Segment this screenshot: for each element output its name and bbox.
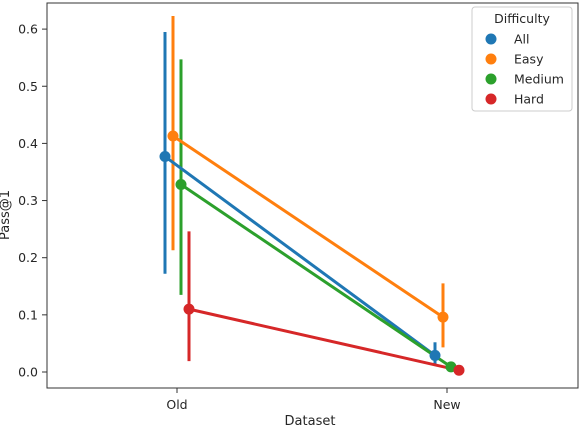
x-axis-label: Dataset [285,414,336,428]
legend-box [471,6,573,112]
legend-label-all: All [514,32,530,47]
data-point-all [429,349,441,361]
legend-title: Difficulty [494,11,550,26]
data-point-easy [167,130,179,142]
legend-label-hard: Hard [514,92,544,107]
series-lines [164,134,460,372]
data-point-hard [183,303,195,315]
data-point-medium [175,179,187,191]
legend-label-medium: Medium [514,72,564,87]
series-line-easy [172,134,444,319]
series-line-medium [180,183,452,369]
legend-marker-all [485,33,497,45]
y-tick-label: 0.4 [18,136,38,151]
x-tick-label: New [433,397,460,412]
y-tick-label: 0.3 [18,193,38,208]
legend-marker-easy [485,53,497,65]
series-line-hard [188,307,460,372]
legend-label-easy: Easy [514,52,544,67]
legend: Difficulty All Easy Medium Hard [471,6,573,112]
y-tick-label: 0.0 [18,365,38,380]
plot-area [46,2,579,389]
y-tick-label: 0.1 [18,307,38,322]
y-tick-label: 0.5 [18,79,38,94]
legend-marker-hard [485,93,497,105]
y-axis: 0.0 0.1 0.2 0.3 0.4 0.5 0.6 [18,22,47,380]
y-tick-label: 0.6 [18,22,38,37]
x-tick-label: Old [166,397,187,412]
legend-marker-medium [485,73,497,85]
data-points [159,130,465,376]
data-point-all [159,151,171,163]
data-point-easy [437,311,449,323]
x-axis: Old New [166,388,461,412]
series-line-all [164,155,436,357]
y-axis-label: Pass@1 [0,190,13,240]
plot-frame [46,2,579,389]
error-bars [163,15,461,372]
data-point-hard [453,364,465,376]
y-tick-label: 0.2 [18,250,38,265]
